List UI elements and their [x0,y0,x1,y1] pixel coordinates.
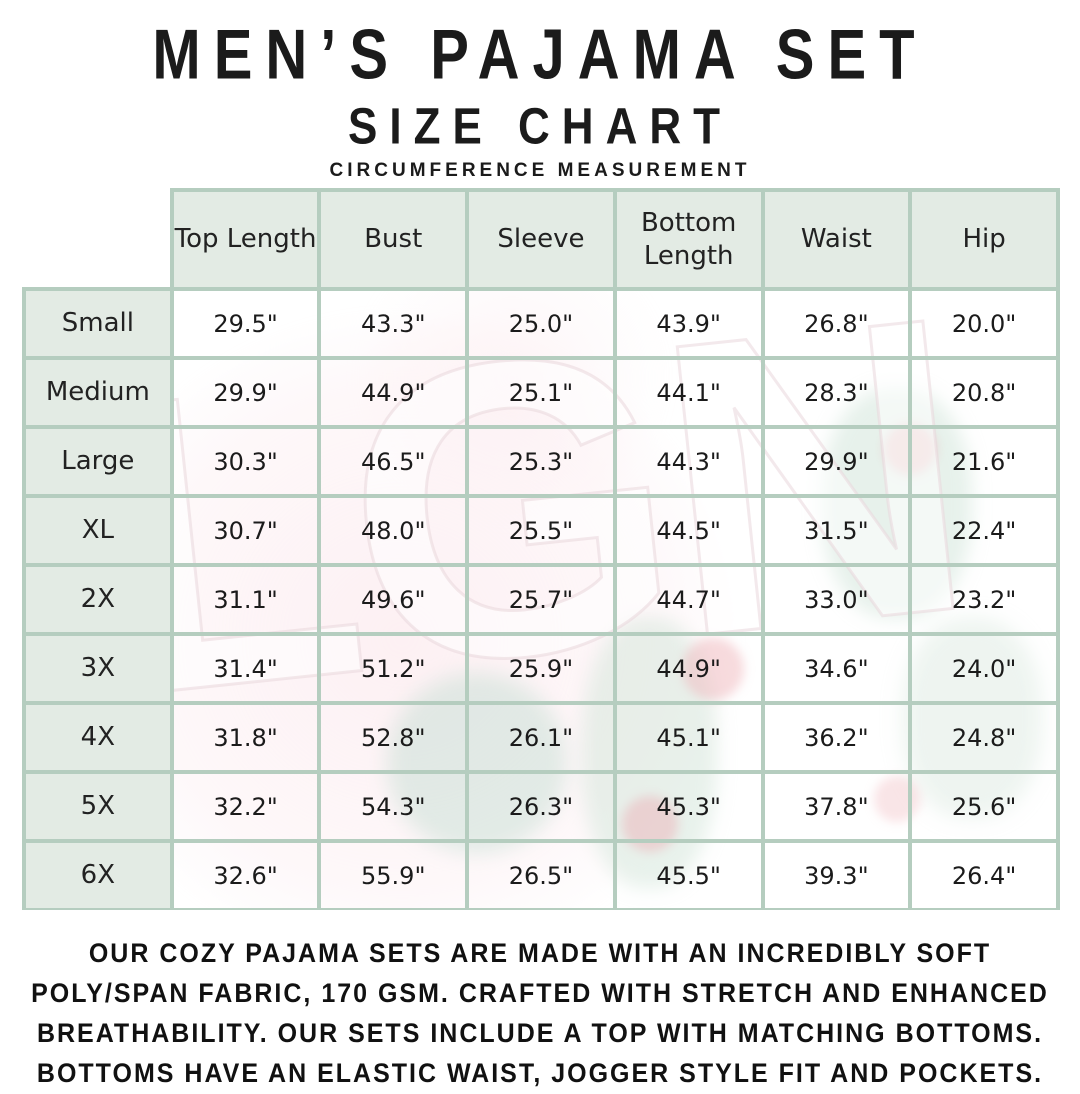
column-header-row: Top Length Bust Sleeve Bottom Length Waist Hi… [24,188,1060,291]
table-row: Medium 29.9" 44.9" 25.1" 44.1" 28.3" 20.8" [22,356,1060,429]
table-row: Small 29.5" 43.3" 25.0" 43.9" 26.8" 20.0" [22,287,1060,360]
measurement-cell: 20.8" [908,356,1060,429]
table-row: 3X 31.4" 51.2" 25.9" 44.9" 34.6" 24.0" [22,632,1060,705]
measurement-cell: 26.1" [465,701,617,774]
measurement-cell: 52.8" [317,701,470,774]
size-chart-body: Small 29.5" 43.3" 25.0" 43.9" 26.8" 20.0" Mediu… [22,287,1060,910]
column-header: Sleeve [465,188,617,291]
size-chart-table: Top Length Bust Sleeve Bottom Length Waist Hi… [22,188,1060,910]
measurement-cell: 20.0" [908,287,1060,360]
column-header: Bottom Length [612,188,765,291]
size-label: Large [22,425,174,498]
table-row: 5X 32.2" 54.3" 26.3" 45.3" 37.8" 25.6" [22,770,1060,843]
measurement-label: CIRCUMFERENCE MEASUREMENT [329,160,751,181]
measurement-cell: 44.3" [612,425,765,498]
measurement-cell: 24.8" [908,701,1060,774]
measurement-cell: 55.9" [317,839,470,910]
size-label: 4X [22,701,174,774]
measurement-cell: 39.3" [760,839,913,910]
page-subtitle: SIZE CHART [348,98,732,155]
description-line: POLY/SPAN FABRIC, 170 GSM. CRAFTED WITH … [31,978,1049,1009]
measurement-cell: 29.5" [169,287,322,360]
measurement-cell: 26.8" [760,287,913,360]
measurement-cell: 21.6" [908,425,1060,498]
measurement-cell: 26.4" [908,839,1060,910]
measurement-cell: 30.3" [169,425,322,498]
measurement-cell: 31.1" [169,563,322,636]
table-row: 2X 31.1" 49.6" 25.7" 44.7" 33.0" 23.2" [22,563,1060,636]
size-label: 3X [22,632,174,705]
description-line: OUR COZY PAJAMA SETS ARE MADE WITH AN IN… [88,938,992,969]
table-row: Large 30.3" 46.5" 25.3" 44.3" 29.9" 21.6" [22,425,1060,498]
measurement-cell: 31.4" [169,632,322,705]
table-row: 6X 32.6" 55.9" 26.5" 45.5" 39.3" 26.4" [22,839,1060,910]
measurement-cell: 25.5" [465,494,617,567]
description-line: BREATHABILITY. OUR SETS INCLUDE A TOP WI… [36,1018,1044,1049]
measurement-cell: 30.7" [169,494,322,567]
column-header: Waist [760,188,913,291]
size-label: Small [22,287,174,360]
measurement-cell: 25.3" [465,425,617,498]
table-row: 4X 31.8" 52.8" 26.1" 45.1" 36.2" 24.8" [22,701,1060,774]
size-label: 6X [22,839,174,910]
measurement-cell: 44.9" [317,356,470,429]
measurement-cell: 31.5" [760,494,913,567]
size-label: XL [22,494,174,567]
measurement-cell: 25.1" [465,356,617,429]
measurement-cell: 34.6" [760,632,913,705]
product-description: OUR COZY PAJAMA SETS ARE MADE WITH AN IN… [0,934,1080,1088]
measurement-cell: 33.0" [760,563,913,636]
measurement-cell: 45.3" [612,770,765,843]
measurement-cell: 24.0" [908,632,1060,705]
measurement-cell: 48.0" [317,494,470,567]
column-header: Hip [908,188,1060,291]
measurement-cell: 49.6" [317,563,470,636]
measurement-cell: 43.9" [612,287,765,360]
table-row: XL 30.7" 48.0" 25.5" 44.5" 31.5" 22.4" [22,494,1060,567]
description-line: BOTTOMS HAVE AN ELASTIC WAIST, JOGGER ST… [36,1058,1044,1089]
measurement-cell: 36.2" [760,701,913,774]
size-chart-container: LGN Top Length Bust Sleeve Bottom Length Wai… [22,188,1060,910]
size-label: Medium [22,356,174,429]
measurement-cell: 54.3" [317,770,470,843]
corner-cell [24,190,172,289]
measurement-cell: 43.3" [317,287,470,360]
measurement-cell: 25.7" [465,563,617,636]
measurement-cell: 26.5" [465,839,617,910]
measurement-cell: 31.8" [169,701,322,774]
measurement-cell: 46.5" [317,425,470,498]
measurement-cell: 44.5" [612,494,765,567]
measurement-cell: 25.9" [465,632,617,705]
measurement-cell: 32.2" [169,770,322,843]
measurement-cell: 26.3" [465,770,617,843]
measurement-cell: 29.9" [760,425,913,498]
column-header: Top Length [169,188,322,291]
measurement-cell: 32.6" [169,839,322,910]
column-header: Bust [317,188,470,291]
measurement-cell: 45.5" [612,839,765,910]
measurement-cell: 44.1" [612,356,765,429]
measurement-cell: 51.2" [317,632,470,705]
size-label: 5X [22,770,174,843]
measurement-cell: 44.7" [612,563,765,636]
measurement-cell: 22.4" [908,494,1060,567]
page-title: MEN’S PAJAMA SET [152,15,928,95]
measurement-cell: 45.1" [612,701,765,774]
measurement-cell: 28.3" [760,356,913,429]
measurement-cell: 25.0" [465,287,617,360]
measurement-cell: 37.8" [760,770,913,843]
measurement-cell: 25.6" [908,770,1060,843]
measurement-cell: 23.2" [908,563,1060,636]
measurement-cell: 29.9" [169,356,322,429]
size-label: 2X [22,563,174,636]
measurement-cell: 44.9" [612,632,765,705]
